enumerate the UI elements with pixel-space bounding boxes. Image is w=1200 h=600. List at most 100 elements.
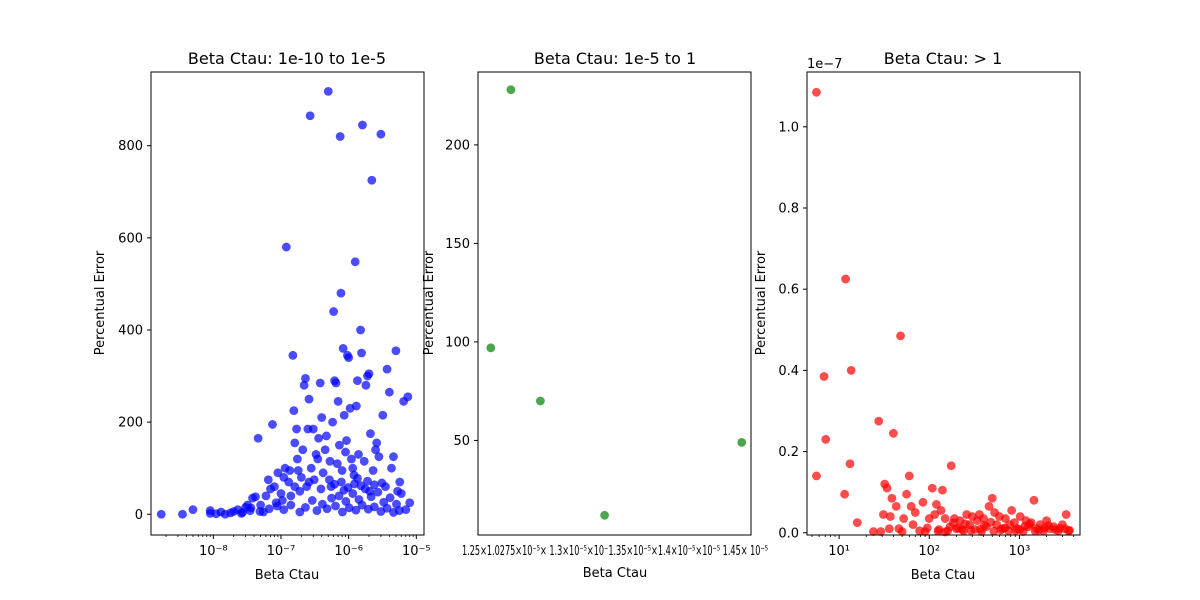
data-point: [882, 483, 892, 493]
data-point: [936, 506, 946, 515]
data-point: [910, 508, 920, 517]
data-point: [256, 500, 265, 510]
data-point: [889, 428, 898, 438]
data-point: [253, 433, 263, 443]
y-tick-label: 100: [445, 335, 470, 350]
data-point: [369, 480, 379, 490]
y-offset-label: 1e−7: [807, 57, 842, 72]
y-tick-label: 400: [118, 323, 143, 338]
data-point: [363, 476, 372, 486]
plot-frame: [806, 71, 1081, 536]
data-point: [365, 486, 375, 496]
data-point: [367, 175, 377, 185]
data-point: [366, 429, 375, 439]
y-tick-label: 0.2: [778, 445, 799, 460]
data-point: [334, 440, 344, 450]
data-point: [938, 485, 947, 495]
data-point: [263, 475, 273, 485]
y-tick-label: 1.0: [778, 120, 799, 135]
data-point: [315, 378, 325, 388]
data-point: [339, 485, 349, 495]
y-axis-ticks: 50 100 150 200: [445, 138, 478, 449]
data-point: [984, 501, 994, 511]
chart-title: Beta Ctau: 1e-10 to 1e-5: [188, 49, 386, 68]
x-tick-label: 10²: [918, 544, 940, 559]
data-point: [348, 489, 358, 498]
data-point: [341, 496, 351, 506]
data-point: [869, 527, 878, 536]
data-point: [279, 505, 289, 515]
y-tick-label: 0.0: [778, 526, 799, 541]
data-point: [887, 493, 897, 503]
data-point: [316, 484, 326, 494]
data-point: [293, 454, 302, 464]
data-point: [268, 420, 277, 429]
x-tick-label: 10⁻⁶: [334, 544, 363, 559]
scatter-points: [156, 86, 415, 519]
data-point: [1061, 510, 1071, 519]
scatter-panel-1: Beta Ctau: 1e-10 to 1e-5 0 200 400 600 800 1…: [93, 49, 431, 583]
data-point: [344, 353, 354, 363]
x-axis-ticks: 10¹ 10² 10³: [811, 535, 1075, 559]
data-point: [846, 365, 856, 375]
data-point: [285, 466, 295, 475]
data-point: [290, 482, 300, 492]
data-point: [361, 380, 371, 390]
data-point: [377, 478, 387, 488]
data-point: [305, 111, 315, 121]
data-point: [289, 406, 299, 416]
data-point: [359, 456, 369, 466]
data-point: [812, 87, 821, 97]
data-point: [336, 477, 346, 487]
data-point: [350, 257, 360, 267]
data-point: [354, 449, 363, 459]
y-tick-label: 800: [118, 139, 143, 154]
data-point: [989, 526, 999, 536]
plot-frame: [150, 71, 425, 536]
data-point: [382, 364, 392, 374]
data-point: [318, 468, 328, 478]
data-point: [351, 401, 361, 411]
data-point: [884, 524, 894, 534]
y-axis-ticks: 0 200 400 600 800: [118, 139, 151, 523]
data-point: [188, 505, 198, 515]
data-point: [394, 506, 404, 515]
data-point: [312, 506, 322, 515]
data-point: [356, 325, 365, 335]
data-point: [348, 463, 358, 473]
scatter-panel-2: Beta Ctau: 1e-5 to 1 50 100 150 200 1.25×1.…: [422, 49, 768, 581]
data-point: [357, 348, 366, 358]
data-point: [841, 274, 851, 284]
data-point: [382, 503, 392, 513]
y-axis-label: Percentual Error: [422, 250, 437, 355]
data-point: [327, 493, 336, 503]
data-point: [819, 372, 829, 381]
data-point: [264, 504, 274, 514]
data-point: [930, 510, 940, 519]
data-point: [1007, 506, 1017, 515]
data-point: [395, 477, 405, 487]
data-point: [299, 380, 309, 390]
data-point: [356, 481, 366, 491]
data-point: [387, 463, 396, 473]
data-point: [506, 85, 516, 95]
y-axis-label: Percentual Error: [754, 250, 769, 355]
data-point: [251, 492, 260, 502]
data-point: [933, 526, 943, 536]
data-point: [307, 496, 317, 505]
data-point: [364, 369, 374, 379]
data-point: [270, 482, 279, 492]
data-point: [301, 502, 310, 512]
chart-title: Beta Ctau: 1e-5 to 1: [534, 49, 696, 68]
x-tick-label: 10⁻⁵: [402, 544, 431, 559]
y-axis-ticks: 0.0 0.2 0.4 0.6 0.8 1.0: [778, 120, 807, 541]
data-point: [376, 129, 386, 139]
y-axis-label: Percentual Error: [93, 250, 108, 355]
data-point: [737, 438, 747, 447]
data-point: [1005, 520, 1015, 530]
data-point: [313, 454, 323, 464]
data-point: [320, 445, 330, 455]
data-point: [276, 489, 286, 498]
data-point: [351, 505, 361, 515]
data-point: [378, 410, 388, 420]
